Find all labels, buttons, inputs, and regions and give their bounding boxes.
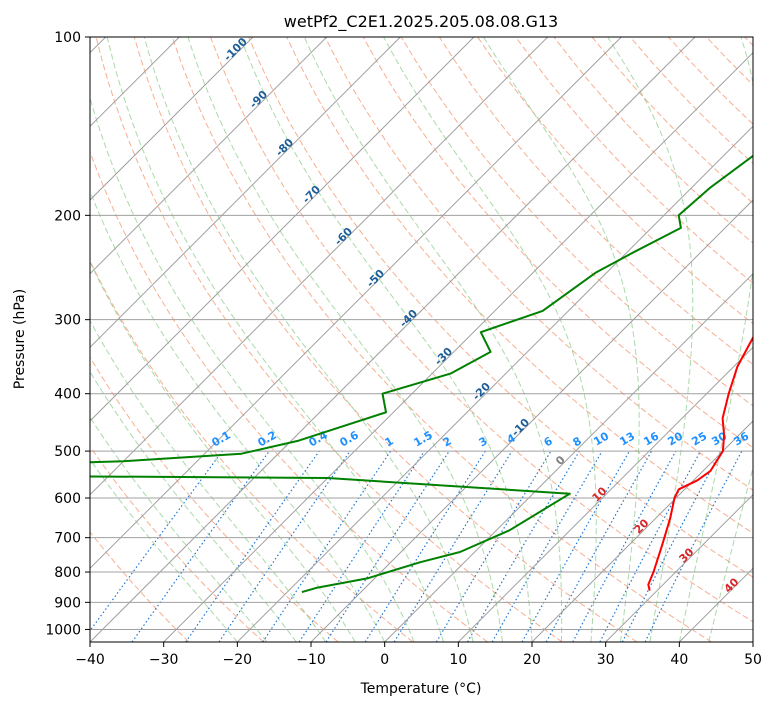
isotherm bbox=[531, 420, 753, 642]
y-tick-label: 500 bbox=[54, 444, 81, 460]
mixing-ratio-line bbox=[218, 450, 351, 642]
isotherm bbox=[90, 37, 696, 642]
y-axis-label: Pressure (hPa) bbox=[12, 289, 28, 389]
isotherm bbox=[90, 37, 549, 496]
moist-adiabat bbox=[90, 370, 297, 642]
dry-adiabat bbox=[90, 531, 190, 642]
mixing-ratio-line bbox=[644, 450, 743, 642]
dry-adiabat bbox=[90, 150, 488, 642]
moist-adiabat bbox=[90, 260, 356, 642]
mixing-ratio-line bbox=[90, 450, 223, 632]
moist-adiabat bbox=[143, 37, 474, 642]
chart-title: wetPf2_C2E1.2025.205.08.08.G13 bbox=[284, 12, 558, 32]
isotherm bbox=[90, 37, 475, 422]
x-tick-label: 40 bbox=[670, 652, 688, 668]
dry-adiabat bbox=[248, 37, 753, 578]
isotherm bbox=[90, 37, 254, 201]
moist-adiabat bbox=[383, 37, 597, 642]
x-tick-label: −10 bbox=[296, 652, 326, 668]
isotherm bbox=[90, 37, 328, 275]
mixing-ratio-line bbox=[262, 450, 392, 642]
x-tick-label: 20 bbox=[523, 652, 541, 668]
dry-adiabat bbox=[90, 356, 339, 642]
mixing-ratio-line bbox=[185, 450, 320, 642]
x-tick-label: 0 bbox=[380, 652, 389, 668]
y-tick-label: 100 bbox=[54, 30, 81, 46]
plot-frame bbox=[89, 36, 754, 643]
x-tick-label: 30 bbox=[597, 652, 615, 668]
mixing-ratio-line bbox=[131, 450, 270, 642]
dry-adiabat bbox=[515, 37, 753, 284]
y-tick-label: 1000 bbox=[45, 622, 81, 638]
dry-adiabat bbox=[210, 37, 753, 623]
mixing-ratio-lines bbox=[90, 450, 743, 642]
moist-adiabat bbox=[482, 37, 640, 642]
moist-adiabat bbox=[239, 37, 533, 642]
moist-adiabat bbox=[678, 37, 753, 642]
y-tick-label: 200 bbox=[54, 208, 81, 224]
mixing-ratio-line bbox=[393, 450, 513, 642]
x-tick-label: 10 bbox=[449, 652, 467, 668]
dry-adiabat bbox=[133, 37, 638, 642]
y-tick-label: 800 bbox=[54, 565, 81, 581]
dewpoint-line bbox=[90, 154, 753, 594]
moist-adiabat bbox=[303, 37, 563, 642]
dry-adiabat bbox=[400, 37, 753, 407]
mixing-ratio-line bbox=[325, 450, 450, 642]
isotherm bbox=[310, 199, 753, 642]
y-tick-label: 900 bbox=[54, 595, 81, 611]
moist-adiabat bbox=[607, 37, 694, 642]
dry-adiabat bbox=[95, 37, 563, 642]
isotherm bbox=[236, 125, 753, 642]
temperature-line bbox=[647, 335, 753, 591]
isotherm bbox=[457, 346, 753, 642]
mixing-ratio-line bbox=[545, 450, 653, 642]
mixing-ratio-line bbox=[298, 450, 425, 642]
moist-adiabat bbox=[90, 416, 268, 642]
x-tick-label: −40 bbox=[75, 652, 105, 668]
isotherm bbox=[605, 493, 753, 642]
dry-adiabat bbox=[90, 445, 264, 642]
isotherms bbox=[90, 37, 753, 642]
moist-adiabat bbox=[90, 458, 238, 642]
mixing-ratio-line bbox=[572, 450, 677, 642]
x-tick-label: −20 bbox=[223, 652, 253, 668]
moist-adiabat bbox=[90, 189, 386, 642]
isotherm bbox=[163, 51, 753, 642]
mixing-ratio-line bbox=[521, 450, 631, 642]
y-tick-label: 300 bbox=[54, 313, 81, 329]
x-tick-label: 50 bbox=[744, 652, 762, 668]
y-tick-label: 400 bbox=[54, 387, 81, 403]
isotherm bbox=[90, 37, 401, 349]
isotherm bbox=[90, 37, 622, 570]
moist-adiabat bbox=[106, 37, 445, 642]
x-tick-label: −30 bbox=[149, 652, 179, 668]
y-axis-ticks: 100 200 300 400 500 600 700 800 900 1000 bbox=[45, 30, 90, 638]
isobars bbox=[90, 37, 753, 630]
sounding-series bbox=[90, 154, 753, 594]
y-tick-label: 700 bbox=[54, 531, 81, 547]
x-axis-label: Temperature (°C) bbox=[360, 681, 482, 697]
dry-adiabat bbox=[438, 37, 753, 366]
x-axis-ticks: −40 −30 −20 −10 0 10 20 30 40 50 bbox=[75, 642, 762, 668]
y-tick-label: 600 bbox=[54, 491, 81, 507]
